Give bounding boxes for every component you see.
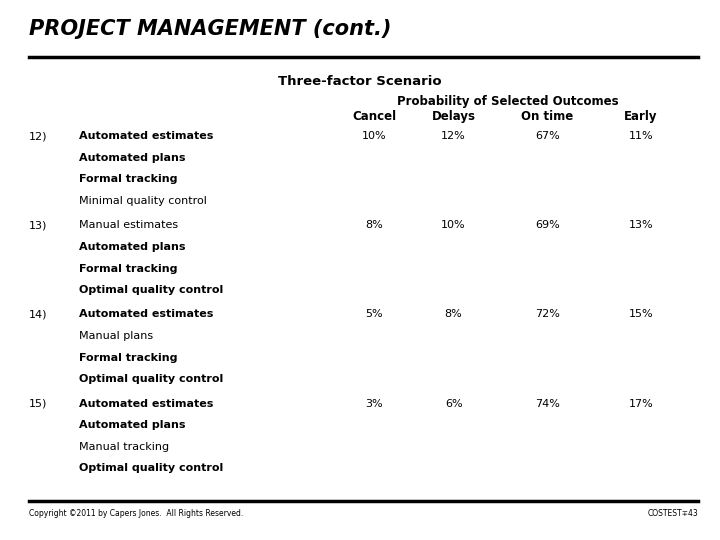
Text: Manual plans: Manual plans <box>79 331 153 341</box>
Text: 3%: 3% <box>366 399 383 409</box>
Text: Automated plans: Automated plans <box>79 153 186 163</box>
Text: Automated estimates: Automated estimates <box>79 309 214 320</box>
Text: 67%: 67% <box>535 131 559 141</box>
Text: 6%: 6% <box>445 399 462 409</box>
Text: 12): 12) <box>29 131 48 141</box>
Text: 13): 13) <box>29 220 48 231</box>
Text: 10%: 10% <box>362 131 387 141</box>
Text: 69%: 69% <box>535 220 559 231</box>
Text: Manual tracking: Manual tracking <box>79 442 169 452</box>
Text: 15): 15) <box>29 399 48 409</box>
Text: Automated estimates: Automated estimates <box>79 131 214 141</box>
Text: Three-factor Scenario: Three-factor Scenario <box>278 75 442 87</box>
Text: Optimal quality control: Optimal quality control <box>79 285 223 295</box>
Text: 12%: 12% <box>441 131 466 141</box>
Text: COSTEST∓43: COSTEST∓43 <box>648 509 698 518</box>
Text: Formal tracking: Formal tracking <box>79 264 178 274</box>
Text: Automated plans: Automated plans <box>79 420 186 430</box>
Text: On time: On time <box>521 110 573 123</box>
Text: 15%: 15% <box>629 309 653 320</box>
Text: Optimal quality control: Optimal quality control <box>79 374 223 384</box>
Text: Formal tracking: Formal tracking <box>79 353 178 363</box>
Text: 17%: 17% <box>629 399 653 409</box>
Text: 5%: 5% <box>366 309 383 320</box>
Text: Cancel: Cancel <box>352 110 397 123</box>
Text: 8%: 8% <box>366 220 383 231</box>
Text: 72%: 72% <box>535 309 559 320</box>
Text: Automated estimates: Automated estimates <box>79 399 214 409</box>
Text: 74%: 74% <box>535 399 559 409</box>
Text: Automated plans: Automated plans <box>79 242 186 252</box>
Text: PROJECT MANAGEMENT (cont.): PROJECT MANAGEMENT (cont.) <box>29 19 391 39</box>
Text: 11%: 11% <box>629 131 653 141</box>
Text: 10%: 10% <box>441 220 466 231</box>
Text: Early: Early <box>624 110 657 123</box>
Text: 14): 14) <box>29 309 48 320</box>
Text: Probability of Selected Outcomes: Probability of Selected Outcomes <box>397 94 618 107</box>
Text: 8%: 8% <box>445 309 462 320</box>
Text: Optimal quality control: Optimal quality control <box>79 463 223 474</box>
Text: Copyright ©2011 by Capers Jones.  All Rights Reserved.: Copyright ©2011 by Capers Jones. All Rig… <box>29 509 243 518</box>
Text: Formal tracking: Formal tracking <box>79 174 178 185</box>
Text: Delays: Delays <box>431 110 476 123</box>
Text: Minimal quality control: Minimal quality control <box>79 196 207 206</box>
Text: 13%: 13% <box>629 220 653 231</box>
Text: Manual estimates: Manual estimates <box>79 220 179 231</box>
